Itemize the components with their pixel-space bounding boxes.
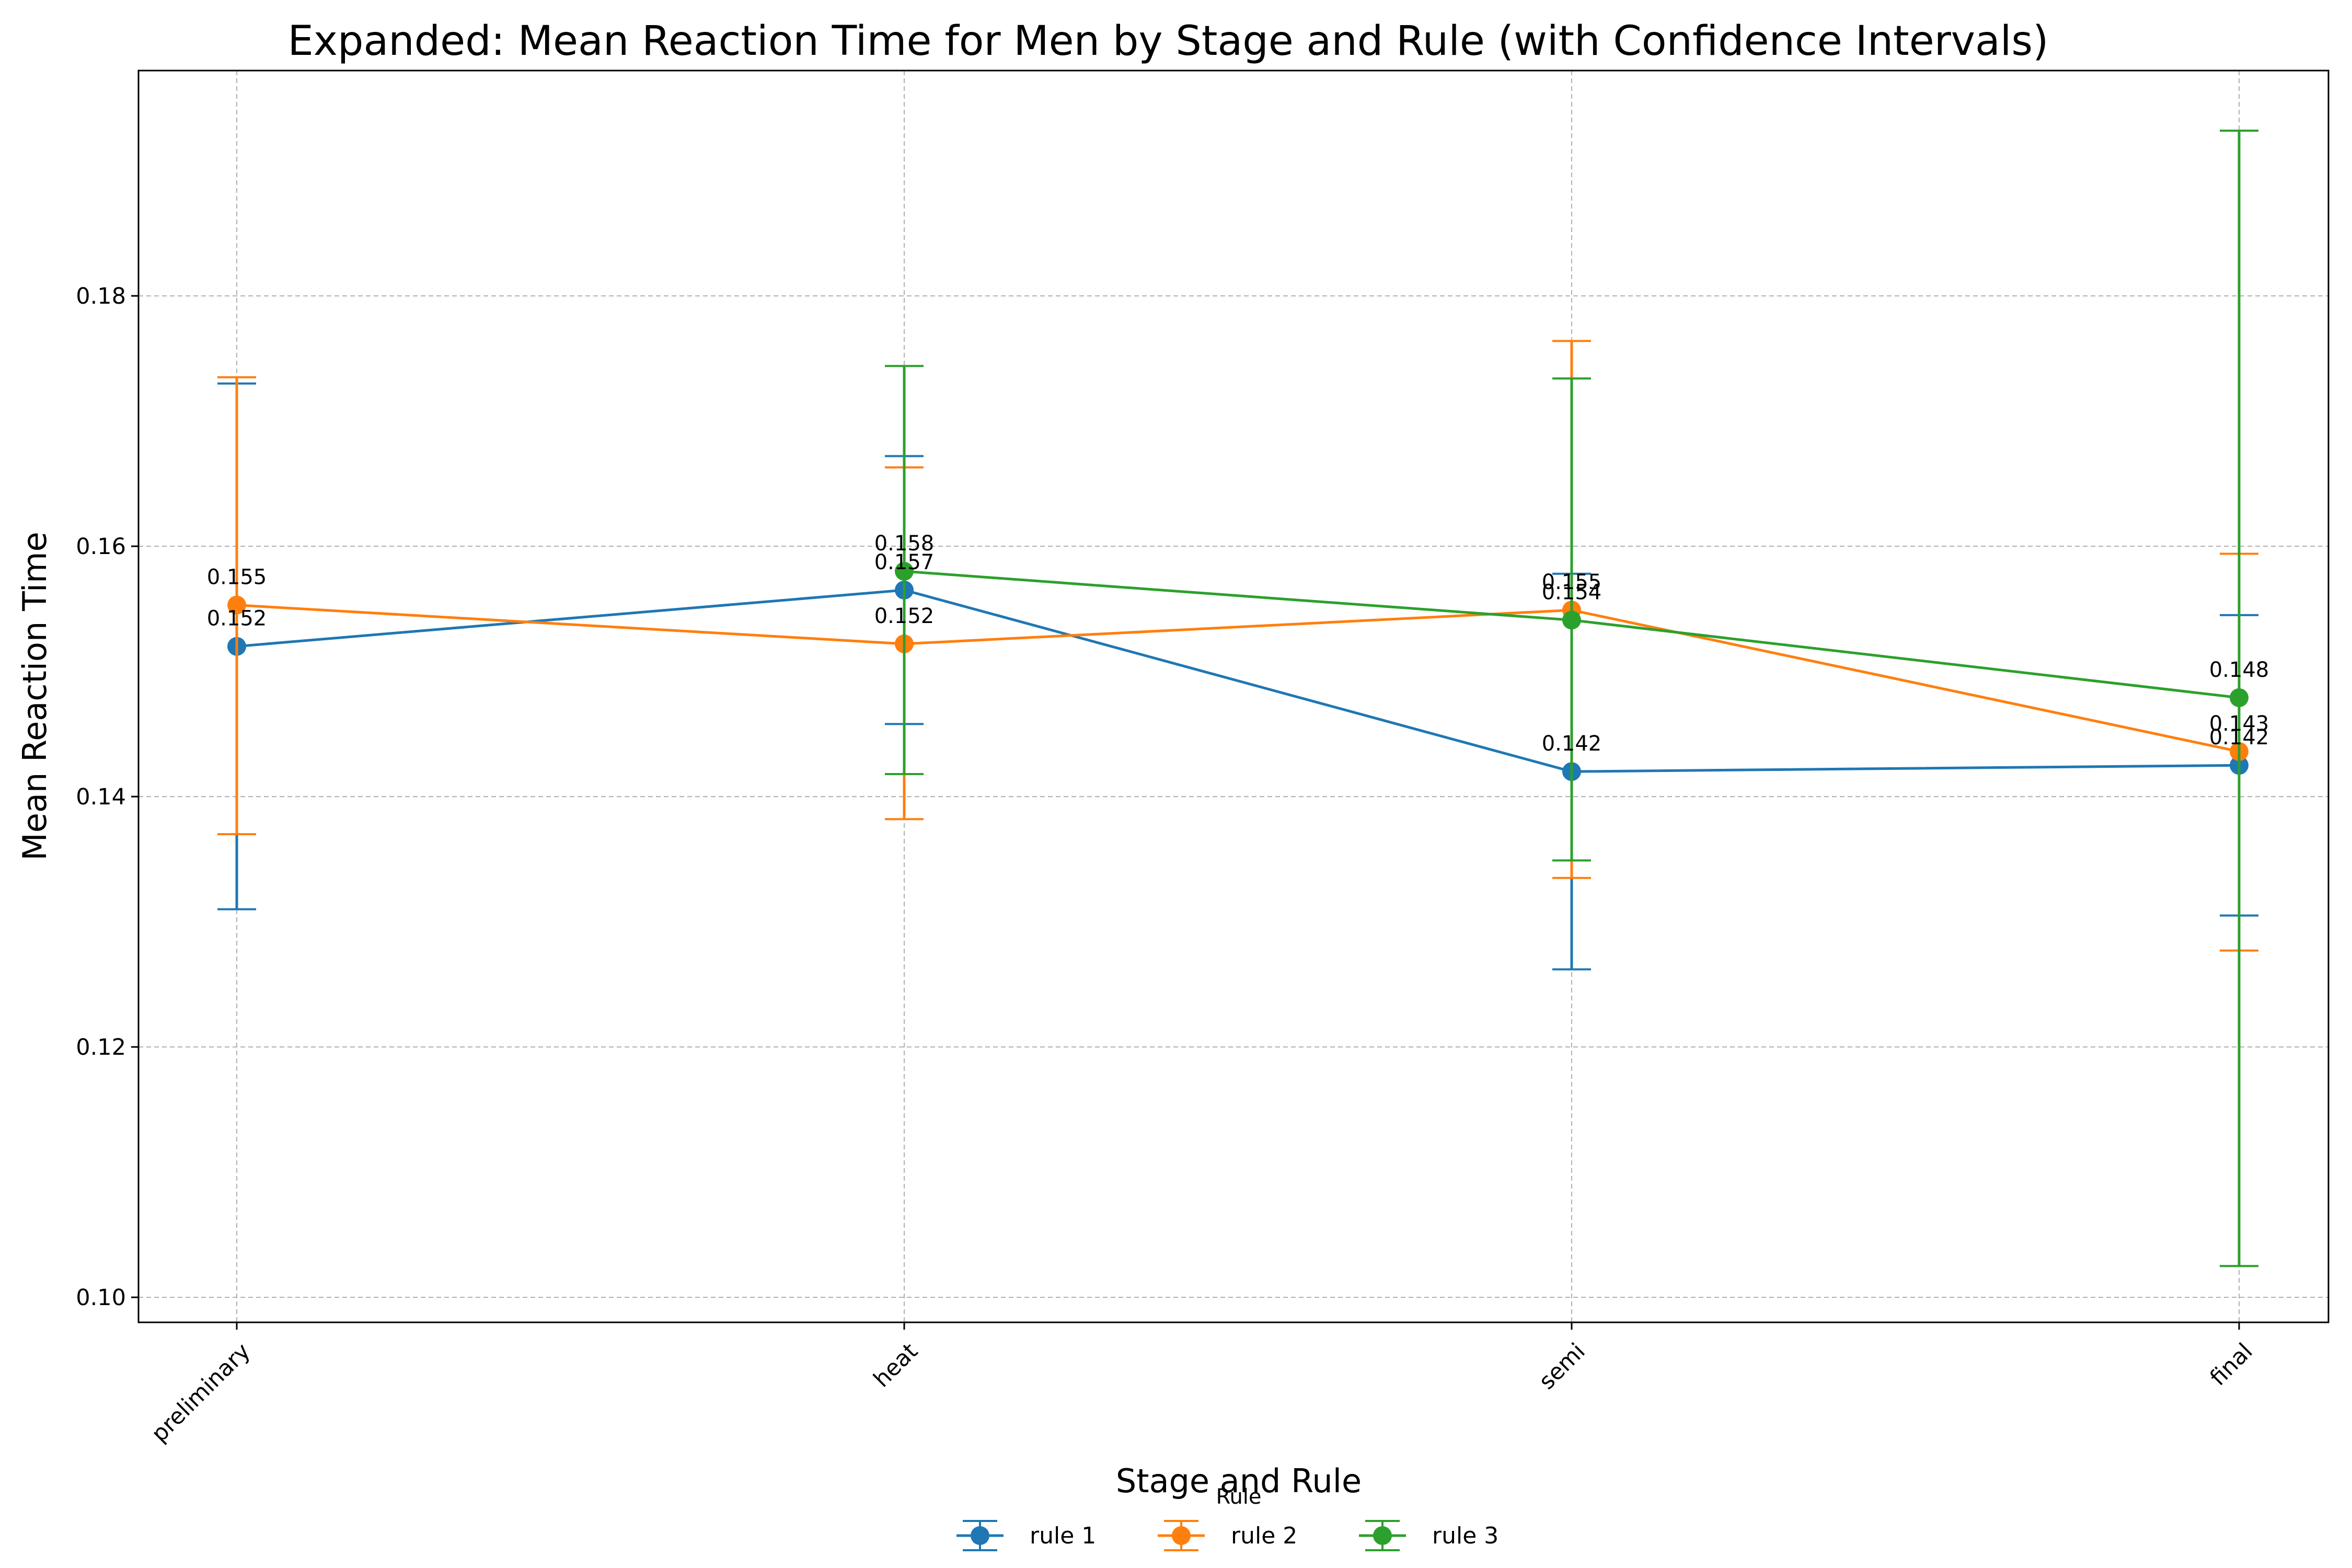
- legend-title: Rule: [1216, 1485, 1261, 1509]
- x-axis-label: Stage and Rule: [1116, 1462, 1362, 1500]
- legend-marker: [1373, 1526, 1392, 1545]
- legend-item-rule-3: rule 3: [1359, 1520, 1498, 1551]
- legend-label: rule 1: [1030, 1523, 1096, 1549]
- data-label: 0.152: [874, 604, 935, 628]
- data-label: 0.155: [207, 566, 267, 590]
- series-line: [236, 604, 2240, 753]
- data-point: [1562, 610, 1581, 630]
- y-tick-label: 0.16: [76, 534, 126, 560]
- y-tick-label: 0.10: [76, 1285, 126, 1311]
- plot-frame: [137, 70, 2330, 1323]
- data-label: 0.142: [1542, 732, 1602, 756]
- legend-item-rule-1: rule 1: [956, 1520, 1096, 1551]
- data-label: 0.154: [1542, 580, 1602, 604]
- data-label: 0.158: [874, 532, 935, 556]
- data-point: [227, 595, 246, 615]
- legend-marker: [1172, 1526, 1191, 1545]
- legend-label: rule 3: [1432, 1523, 1498, 1549]
- y-tick-label: 0.18: [76, 283, 126, 309]
- series-line: [236, 589, 2240, 773]
- legend-item-rule-2: rule 2: [1158, 1520, 1297, 1551]
- data-label: 0.152: [207, 607, 267, 631]
- series-layer: [217, 129, 2258, 1267]
- data-point: [895, 562, 914, 581]
- y-tick-label: 0.12: [76, 1034, 126, 1060]
- series-rule-3: [885, 129, 2258, 1267]
- data-label: 0.142: [2209, 725, 2269, 750]
- data-label-layer: 0.152 0.157 0.142 0.142 0.155 0.152 0.155 0.143…: [207, 532, 2269, 756]
- legend-marker: [971, 1526, 989, 1545]
- chart-title: Expanded: Mean Reaction Time for Men by …: [287, 18, 2048, 65]
- y-tick-label: 0.14: [76, 784, 126, 810]
- data-label: 0.157: [874, 550, 935, 574]
- data-label: 0.155: [1542, 570, 1602, 594]
- data-label: 0.143: [2209, 712, 2269, 736]
- y-axis-label: Mean Reaction Time: [16, 532, 54, 860]
- data-point: [2230, 688, 2249, 707]
- legend-label: rule 2: [1231, 1523, 1297, 1549]
- legend: Rule rule 1 rule 2 rule 3: [956, 1485, 1498, 1551]
- data-label: 0.148: [2209, 658, 2269, 682]
